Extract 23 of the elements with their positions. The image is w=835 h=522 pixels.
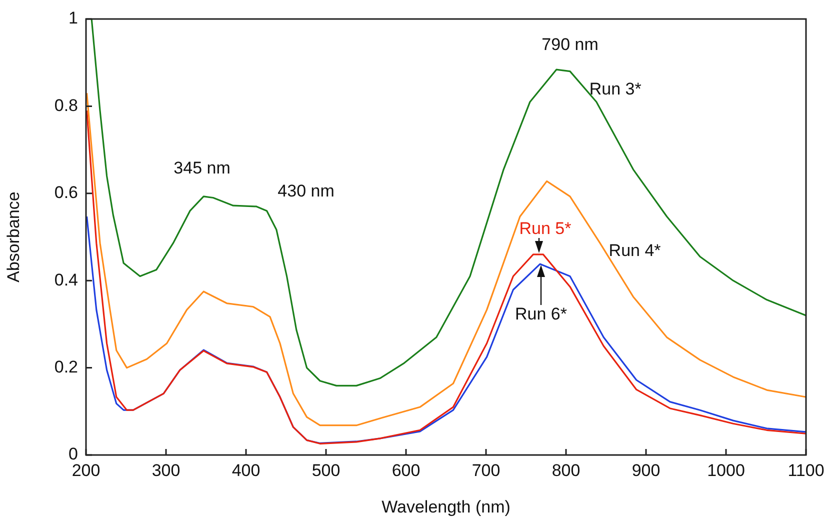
x-tick-label: 900 xyxy=(632,460,660,480)
series-label: Run 3* xyxy=(589,79,642,98)
y-axis-title: Absorbance xyxy=(4,192,23,282)
annotation: 430 nm xyxy=(278,182,334,201)
y-tick-label: 0.2 xyxy=(54,357,78,376)
y-tick-label: 0.8 xyxy=(54,96,78,115)
x-tick-label: 1100 xyxy=(788,460,824,480)
x-tick-label: 1000 xyxy=(707,460,745,480)
annotation: 345 nm xyxy=(174,158,230,178)
annotation: 790 nm xyxy=(542,35,598,54)
series-label: Run 6* xyxy=(515,304,568,324)
series-label: Run 4* xyxy=(608,240,662,260)
x-tick-label: 600 xyxy=(392,460,420,480)
y-tick-label: 1 xyxy=(68,8,78,28)
y-tick-label: 0.6 xyxy=(54,183,78,202)
x-tick-label: 300 xyxy=(152,460,180,480)
x-tick-label: 400 xyxy=(232,460,260,480)
x-tick-label: 500 xyxy=(312,460,340,480)
series-label: Run 5* xyxy=(519,219,572,238)
x-tick-label: 800 xyxy=(552,460,580,480)
y-tick-label: 0.4 xyxy=(54,270,78,290)
x-axis-title: Wavelength (nm) xyxy=(382,497,510,516)
x-tick-label: 700 xyxy=(472,460,500,480)
